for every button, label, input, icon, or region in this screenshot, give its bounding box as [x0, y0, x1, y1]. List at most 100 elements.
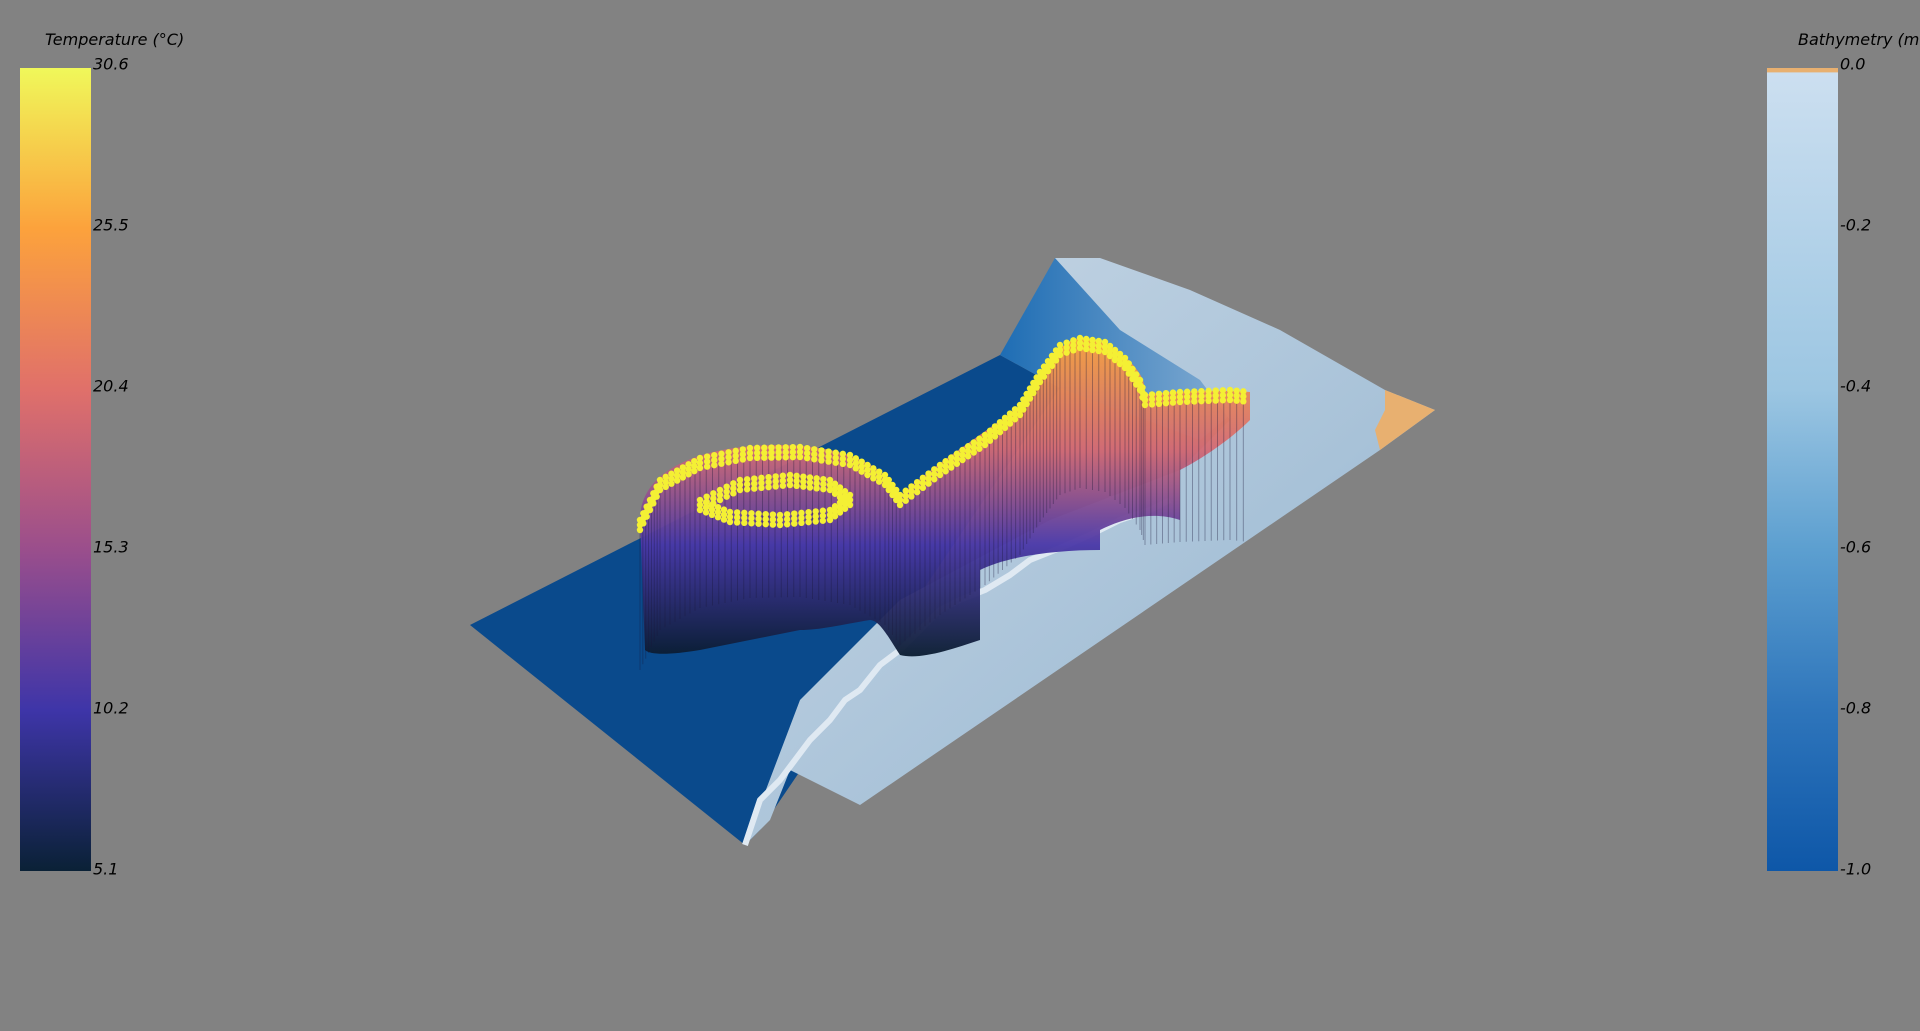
sample-point: [1056, 341, 1064, 349]
sample-point: [1070, 342, 1077, 349]
sample-point: [811, 446, 818, 453]
sample-point: [1191, 398, 1198, 405]
sample-point: [782, 449, 789, 456]
sample-point: [662, 483, 669, 491]
sample-point: [870, 465, 877, 472]
sample-point: [1076, 334, 1084, 342]
sample-point: [789, 453, 797, 461]
sample-point: [793, 482, 800, 490]
sample-point: [696, 506, 704, 514]
temperature-tick: 20.4: [93, 376, 129, 396]
sample-point: [1205, 387, 1212, 395]
sample-point: [643, 513, 650, 520]
sample-point: [656, 486, 664, 494]
sample-point: [1155, 390, 1163, 397]
sample-point: [653, 493, 660, 500]
sample-point: [1176, 388, 1184, 396]
sample-point: [755, 515, 762, 522]
sample-point: [702, 509, 710, 516]
sample-point: [646, 506, 654, 514]
sample-point: [953, 455, 961, 462]
sample-point: [779, 477, 787, 484]
sample-point: [803, 444, 811, 452]
sample-point: [964, 453, 972, 460]
sample-point: [753, 454, 761, 462]
sample-point: [739, 451, 747, 458]
sample-point: [889, 481, 896, 489]
sample-point: [803, 454, 811, 462]
sample-point: [1183, 393, 1191, 400]
sample-point: [1101, 338, 1109, 346]
sample-point: [703, 453, 711, 460]
sample-point: [1183, 398, 1191, 405]
sample-point: [741, 519, 748, 527]
sample-point: [673, 472, 681, 479]
sample-point: [716, 496, 724, 504]
sample-point: [1011, 411, 1019, 418]
sample-point: [696, 496, 704, 504]
sample-point: [1111, 351, 1119, 359]
temperature-tick: 25.5: [93, 215, 129, 235]
sample-point: [1089, 346, 1096, 354]
sample-point: [864, 466, 871, 474]
sample-point: [820, 475, 827, 483]
sample-point: [708, 511, 716, 518]
sample-point: [942, 458, 949, 465]
sample-point: [841, 500, 849, 507]
sample-point: [831, 508, 839, 515]
sample-point: [1063, 349, 1070, 356]
bathymetry-tick: 0.0: [1840, 54, 1866, 74]
sample-point: [1198, 387, 1205, 395]
sample-point: [696, 501, 704, 509]
sample-point: [875, 473, 883, 480]
sample-point: [725, 449, 732, 456]
sample-point: [841, 495, 849, 502]
sample-point: [1136, 376, 1144, 384]
sample-point: [748, 520, 755, 527]
sample-point: [786, 481, 794, 489]
sample-point: [1089, 336, 1096, 344]
sample-point: [953, 460, 961, 467]
sample-point: [852, 460, 860, 467]
sample-point: [723, 483, 730, 490]
sample-point: [1169, 389, 1177, 396]
bathymetry-tick: -0.8: [1840, 698, 1872, 718]
sample-point: [673, 477, 681, 484]
temperature-tick: 30.6: [93, 54, 129, 74]
sample-point: [1205, 392, 1212, 400]
sample-point: [732, 447, 739, 455]
sample-point: [791, 510, 798, 517]
sample-point: [1155, 400, 1163, 407]
sample-point: [902, 492, 909, 499]
sample-point: [818, 447, 825, 454]
sample-point: [753, 444, 761, 452]
sample-point: [762, 510, 769, 518]
bathymetry-colorbar: [1767, 68, 1838, 871]
sample-point: [1001, 419, 1009, 427]
sample-point: [976, 440, 983, 447]
sample-point: [679, 469, 687, 476]
sample-point: [1125, 360, 1132, 367]
sample-point: [696, 454, 704, 462]
sample-point: [679, 474, 687, 481]
sample-point: [765, 478, 772, 486]
sample-point: [981, 436, 989, 444]
sample-point: [825, 448, 832, 455]
sample-point: [908, 483, 915, 490]
sample-point: [796, 453, 804, 461]
sample-point: [893, 486, 900, 494]
sample-point: [812, 513, 819, 520]
sample-point: [1083, 340, 1090, 348]
sample-point: [996, 423, 1004, 431]
sample-point: [986, 437, 994, 444]
sample-point: [1106, 342, 1114, 350]
sample-point: [796, 443, 804, 451]
sample-point: [896, 496, 904, 504]
sample-point: [718, 455, 725, 462]
sample-point: [1101, 348, 1109, 356]
sample-point: [796, 448, 804, 456]
sample-point: [1095, 342, 1102, 350]
sample-point: [789, 448, 797, 456]
sample-point: [1148, 391, 1156, 398]
